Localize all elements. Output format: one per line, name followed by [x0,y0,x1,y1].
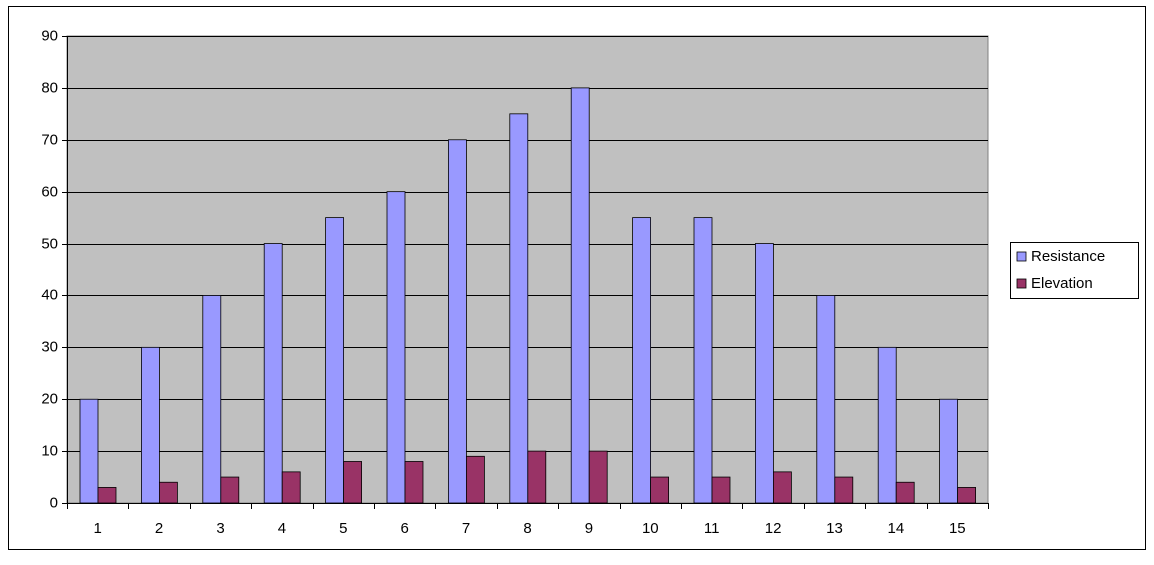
x-tick-label: 7 [462,520,470,537]
bar [158,481,178,504]
x-tick-label: 12 [765,520,782,537]
bar [79,398,99,504]
x-tick-label: 4 [278,520,286,537]
bar [570,87,590,504]
y-tick-label: 50 [41,235,58,252]
x-tick-label: 14 [888,520,905,537]
bar [140,346,160,504]
x-tick-label: 15 [949,520,966,537]
x-tick-label: 3 [216,520,224,537]
x-tick-label: 9 [585,520,593,537]
bar [281,471,301,504]
bar [263,243,283,504]
legend-label: Resistance [1031,248,1105,265]
x-tick-label: 6 [401,520,409,537]
x-tick-label: 11 [704,520,720,537]
bar [816,295,836,504]
bar [325,217,345,504]
bar [588,450,608,504]
bar [650,476,669,504]
x-tick-label: 2 [155,520,163,537]
bar [465,455,485,504]
bar [202,295,222,504]
bar [939,398,958,504]
bar [447,139,467,504]
bar [834,476,854,504]
y-tick-label: 60 [41,183,58,200]
bar [97,487,117,504]
y-tick-label: 70 [41,131,58,148]
bar [343,461,363,504]
bar [895,481,915,504]
bar [527,450,547,504]
x-tick-label: 10 [642,520,659,537]
bar [877,346,897,504]
bar [957,487,976,504]
x-tick-label: 13 [826,520,843,537]
legend-box [1010,242,1139,299]
x-tick-label: 8 [523,520,531,537]
y-tick-label: 90 [41,27,58,44]
x-tick-label: 1 [94,520,102,537]
legend-label: Elevation [1031,275,1093,292]
y-tick-label: 20 [41,390,58,407]
bar [773,471,792,504]
legend-swatch [1016,278,1027,289]
bar [711,476,731,504]
bar [386,191,406,504]
bar [404,461,424,504]
y-tick-label: 10 [41,442,58,459]
bar [755,243,774,504]
bar [220,476,240,504]
bar [632,217,651,504]
y-tick-label: 80 [41,79,58,96]
bar [509,113,529,504]
bar [693,217,713,504]
legend-swatch [1016,251,1027,262]
x-tick-label: 5 [339,520,347,537]
y-tick-label: 0 [50,494,58,511]
y-tick-label: 30 [41,338,58,355]
y-tick-label: 40 [41,286,58,303]
